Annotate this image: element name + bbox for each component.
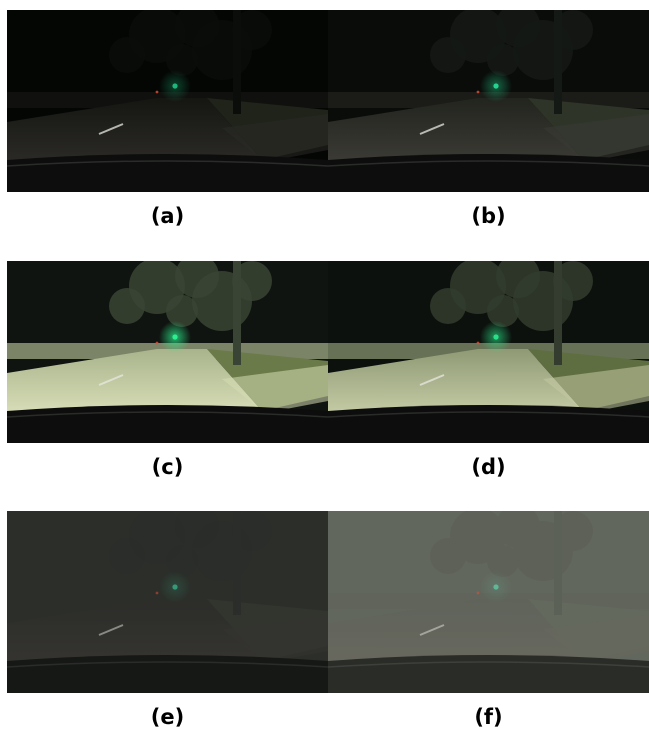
dashboard-edge bbox=[328, 160, 649, 167]
tree-canopy bbox=[232, 511, 272, 551]
utility-pole bbox=[233, 10, 241, 114]
tree-canopy bbox=[109, 288, 145, 324]
road bbox=[7, 599, 262, 661]
utility-pole bbox=[233, 261, 241, 365]
dashboard bbox=[328, 655, 649, 693]
road bbox=[328, 98, 583, 160]
road bbox=[328, 349, 583, 411]
lane-marking bbox=[98, 374, 124, 386]
scene-b bbox=[328, 10, 649, 192]
traffic-light bbox=[172, 83, 178, 89]
dashboard-edge bbox=[7, 160, 328, 167]
lane-marking bbox=[98, 123, 124, 135]
lane-marking bbox=[419, 123, 445, 135]
lane-marking bbox=[419, 374, 445, 386]
caption-c: (c) bbox=[151, 455, 184, 479]
panel-f bbox=[328, 511, 649, 693]
tree-canopy bbox=[430, 538, 466, 574]
dashboard bbox=[7, 655, 328, 693]
dashboard-edge bbox=[328, 411, 649, 418]
tail-light bbox=[155, 341, 159, 345]
traffic-light bbox=[172, 584, 178, 590]
tree-canopy bbox=[430, 288, 466, 324]
panel-c bbox=[7, 261, 328, 443]
tree-canopy bbox=[166, 44, 198, 76]
panel-b bbox=[328, 10, 649, 192]
traffic-light bbox=[493, 334, 499, 340]
road bbox=[7, 98, 262, 160]
driveway bbox=[222, 114, 328, 162]
road bbox=[7, 349, 262, 411]
tree-canopy bbox=[553, 511, 593, 551]
tree-canopy bbox=[109, 37, 145, 73]
panel-e bbox=[7, 511, 328, 693]
tree-canopy bbox=[232, 10, 272, 50]
driveway bbox=[543, 615, 649, 663]
tree-canopy bbox=[487, 545, 519, 577]
tail-light bbox=[155, 591, 159, 595]
dashboard-edge bbox=[328, 661, 649, 668]
caption-b: (b) bbox=[471, 204, 506, 228]
utility-pole bbox=[554, 261, 562, 365]
scene-d bbox=[328, 261, 649, 443]
utility-pole bbox=[554, 511, 562, 615]
dashboard bbox=[7, 154, 328, 192]
scene-c bbox=[7, 261, 328, 443]
traffic-light bbox=[493, 584, 499, 590]
caption-d: (d) bbox=[471, 455, 506, 479]
tree-canopy bbox=[553, 261, 593, 301]
tree-canopy bbox=[487, 44, 519, 76]
lane-marking bbox=[98, 624, 124, 636]
traffic-light bbox=[172, 334, 178, 340]
dashboard bbox=[328, 405, 649, 443]
tree-canopy bbox=[553, 10, 593, 50]
driveway bbox=[222, 365, 328, 413]
utility-pole bbox=[554, 10, 562, 114]
tail-light bbox=[476, 591, 480, 595]
caption-f: (f) bbox=[474, 705, 503, 729]
scene-a bbox=[7, 10, 328, 192]
tree-canopy bbox=[487, 295, 519, 327]
driveway bbox=[543, 114, 649, 162]
caption-a: (a) bbox=[150, 204, 185, 228]
tree-canopy bbox=[109, 538, 145, 574]
traffic-light bbox=[493, 83, 499, 89]
tail-light bbox=[155, 90, 159, 94]
tree-canopy bbox=[232, 261, 272, 301]
dashboard-edge bbox=[7, 411, 328, 418]
tail-light bbox=[476, 90, 480, 94]
tree-canopy bbox=[166, 545, 198, 577]
tail-light bbox=[476, 341, 480, 345]
driveway bbox=[543, 365, 649, 413]
dashboard bbox=[328, 154, 649, 192]
dashboard-edge bbox=[7, 661, 328, 668]
scene-f bbox=[328, 511, 649, 693]
tree-canopy bbox=[430, 37, 466, 73]
scene-e bbox=[7, 511, 328, 693]
driveway bbox=[222, 615, 328, 663]
road bbox=[328, 599, 583, 661]
haze-overlay bbox=[328, 511, 649, 693]
haze-overlay bbox=[7, 511, 328, 693]
dashboard bbox=[7, 405, 328, 443]
tree-canopy bbox=[166, 295, 198, 327]
caption-e: (e) bbox=[150, 705, 185, 729]
lane-marking bbox=[419, 624, 445, 636]
panel-a bbox=[7, 10, 328, 192]
panel-d bbox=[328, 261, 649, 443]
utility-pole bbox=[233, 511, 241, 615]
